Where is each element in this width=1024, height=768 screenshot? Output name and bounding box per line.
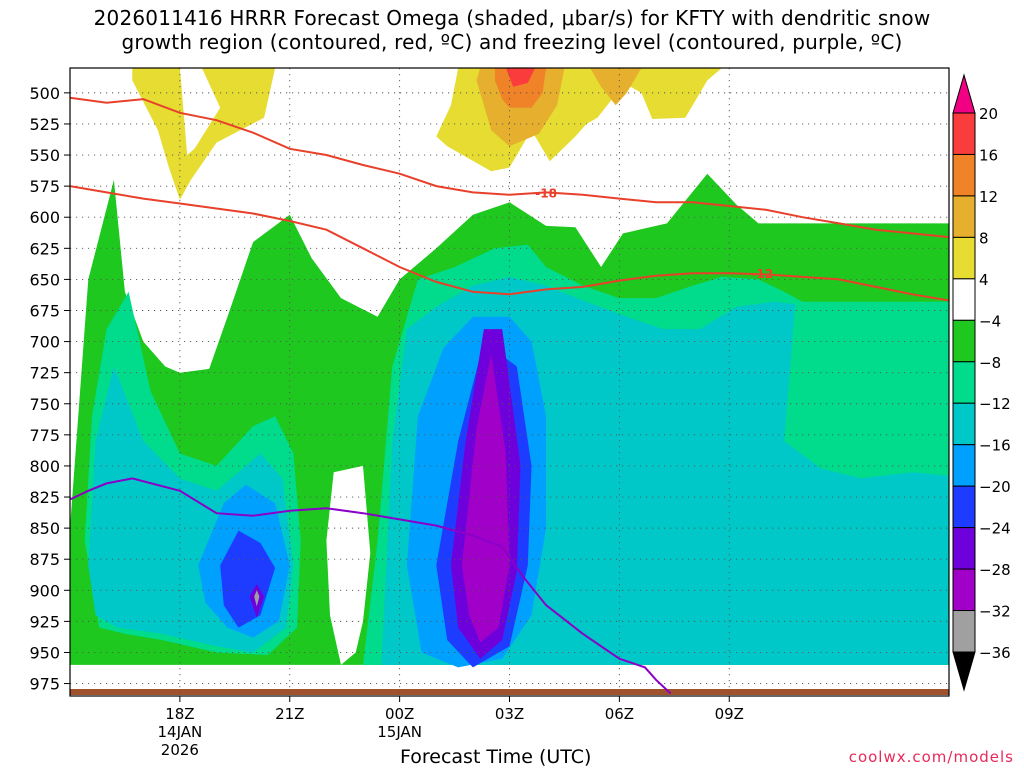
y-tick-label: 600 <box>29 208 60 227</box>
y-tick-label: 875 <box>29 550 60 569</box>
x-axis-label: Forecast Time (UTC) <box>400 746 592 768</box>
colorbar-label: −20 <box>979 478 1011 496</box>
x-tick-label: 06Z <box>605 705 634 723</box>
omega-region-4 <box>494 68 547 108</box>
y-tick-label: 575 <box>29 177 60 196</box>
x-tick-label: 15JAN <box>377 723 422 741</box>
y-tick-label: 925 <box>29 612 60 631</box>
x-tick-label: 21Z <box>275 705 304 723</box>
chart-title: 2026011416 HRRR Forecast Omega (shaded, … <box>0 6 1024 54</box>
colorbar-label: −24 <box>979 520 1011 538</box>
omega-region-0 <box>132 68 276 200</box>
y-tick-label: 650 <box>29 270 60 289</box>
y-tick-label: 675 <box>29 301 60 320</box>
omega-region-18 <box>461 354 510 643</box>
dgz-contour-label: -12 <box>751 267 773 281</box>
y-tick-label: 625 <box>29 239 60 258</box>
y-tick-label: 825 <box>29 488 60 507</box>
colorbar-swatch <box>952 402 976 446</box>
colorbar-label: −4 <box>979 312 1001 330</box>
credit-link[interactable]: coolwx.com/models <box>848 748 1014 766</box>
colorbar-label: 16 <box>979 146 998 164</box>
omega-shading <box>70 68 949 668</box>
colorbar-swatch <box>952 278 976 321</box>
colorbar-label: 4 <box>979 271 989 289</box>
grid-lines <box>70 68 949 696</box>
y-tick-label: 550 <box>29 146 60 165</box>
y-tick-label: 800 <box>29 457 60 476</box>
y-tick-label: 750 <box>29 395 60 414</box>
y-tick-label: 525 <box>29 115 60 134</box>
y-tick-label: 850 <box>29 519 60 538</box>
dgz-contour-label: -18 <box>535 186 557 200</box>
dgz-contour-0 <box>69 96 950 239</box>
x-tick-label: 18Z <box>165 705 194 723</box>
y-tick-label: 900 <box>29 581 60 600</box>
y-tick-label: 700 <box>29 333 60 352</box>
colorbar-label: 20 <box>979 105 998 123</box>
x-tick-label: 14JAN <box>158 723 203 741</box>
y-tick-label: 950 <box>29 643 60 662</box>
y-tick-label: 500 <box>29 84 60 103</box>
freezing-level-line <box>69 477 672 695</box>
omega-region-5 <box>505 68 536 87</box>
colorbar-label: 12 <box>979 188 998 206</box>
omega-region-3 <box>590 68 642 106</box>
colorbar-swatch <box>952 568 976 612</box>
x-tick-label: 2026 <box>161 741 199 759</box>
omega-region-19 <box>254 590 260 607</box>
colorbar-label: −36 <box>979 644 1011 662</box>
colorbar-swatch <box>952 153 976 197</box>
colorbar-label: −32 <box>979 603 1011 621</box>
chart-title-line1: 2026011416 HRRR Forecast Omega (shaded, … <box>93 6 931 30</box>
contour-lines: -18 -12 <box>69 96 950 695</box>
colorbar-under-arrow <box>952 651 976 692</box>
chart-title-line2: growth region (contoured, red, ºC) and f… <box>121 30 903 54</box>
omega-region-7 <box>326 465 371 665</box>
y-tick-label: 775 <box>29 426 60 445</box>
colorbar-swatch <box>952 236 976 280</box>
colorbar-swatch <box>952 361 976 404</box>
x-tick-label: 03Z <box>495 705 524 723</box>
colorbar-swatch <box>952 112 976 155</box>
colorbar-label: −16 <box>979 437 1011 455</box>
y-axis: 500 525 550 575 600 625 650 675 700 725 750 775 800 8… <box>29 84 70 694</box>
colorbar-legend: 20 16 12 8 4 −4 −8 −12 −16 −20 −24 −28 −32 −36 <box>952 73 1011 692</box>
y-tick-label: 725 <box>29 364 60 383</box>
x-tick-label: 00Z <box>385 705 414 723</box>
dgz-contour-1 <box>69 185 950 302</box>
colorbar-swatch <box>952 610 976 653</box>
colorbar-swatch <box>952 527 976 570</box>
colorbar-swatch <box>952 485 976 529</box>
colorbar-swatch <box>952 195 976 238</box>
colorbar-over-arrow <box>952 73 976 114</box>
colorbar-label: −12 <box>979 395 1011 413</box>
colorbar-label: 8 <box>979 229 989 247</box>
colorbar-label: −28 <box>979 561 1011 579</box>
colorbar-swatch <box>952 319 976 363</box>
colorbar-swatch <box>952 444 976 487</box>
y-tick-label: 975 <box>29 675 60 694</box>
x-tick-label: 09Z <box>715 705 744 723</box>
colorbar-label: −8 <box>979 354 1001 372</box>
